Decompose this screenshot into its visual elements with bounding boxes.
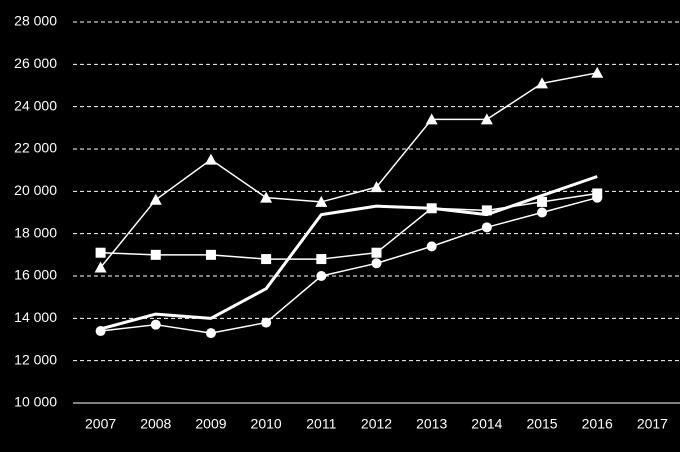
x-tick-label: 2016 (582, 416, 613, 432)
marker (481, 222, 492, 233)
marker (95, 247, 106, 258)
marker (204, 153, 217, 165)
marker (260, 191, 273, 203)
marker (425, 113, 438, 125)
y-tick-label: 18 000 (14, 224, 57, 240)
marker (591, 66, 604, 78)
marker (316, 254, 327, 265)
marker (371, 258, 382, 269)
y-tick-label: 10 000 (14, 394, 57, 410)
marker (480, 113, 493, 125)
marker (149, 193, 162, 205)
marker (150, 249, 161, 260)
x-tick-label: 2014 (471, 416, 502, 432)
marker (150, 319, 161, 330)
marker (261, 317, 272, 328)
series-line (100, 196, 598, 334)
x-tick-label: 2009 (195, 416, 226, 432)
marker (537, 207, 548, 218)
marker (426, 241, 437, 252)
x-tick-label: 2017 (637, 416, 668, 432)
marker (205, 249, 216, 260)
series-line (100, 72, 598, 269)
y-tick-label: 12 000 (14, 351, 57, 367)
x-tick-label: 2008 (140, 416, 171, 432)
marker (592, 192, 603, 203)
x-tick-label: 2012 (361, 416, 392, 432)
marker (261, 254, 272, 265)
marker (481, 205, 492, 216)
y-tick-label: 14 000 (14, 309, 57, 325)
marker (315, 195, 328, 207)
x-tick-label: 2007 (85, 416, 116, 432)
y-tick-label: 26 000 (14, 55, 57, 71)
y-tick-label: 22 000 (14, 140, 57, 156)
marker (205, 328, 216, 339)
x-tick-label: 2011 (306, 416, 336, 432)
marker (537, 196, 548, 207)
marker (94, 261, 107, 273)
marker (371, 247, 382, 258)
marker (316, 271, 327, 281)
y-tick-label: 28 000 (14, 13, 57, 29)
y-tick-label: 24 000 (14, 97, 57, 113)
y-tick-label: 16 000 (14, 267, 57, 283)
marker (370, 181, 383, 193)
marker (536, 77, 549, 89)
series-line (100, 175, 598, 331)
x-tick-label: 2013 (416, 416, 447, 432)
x-tick-label: 2010 (251, 416, 282, 432)
x-tick-label: 2015 (526, 416, 557, 432)
y-tick-label: 20 000 (14, 182, 57, 198)
